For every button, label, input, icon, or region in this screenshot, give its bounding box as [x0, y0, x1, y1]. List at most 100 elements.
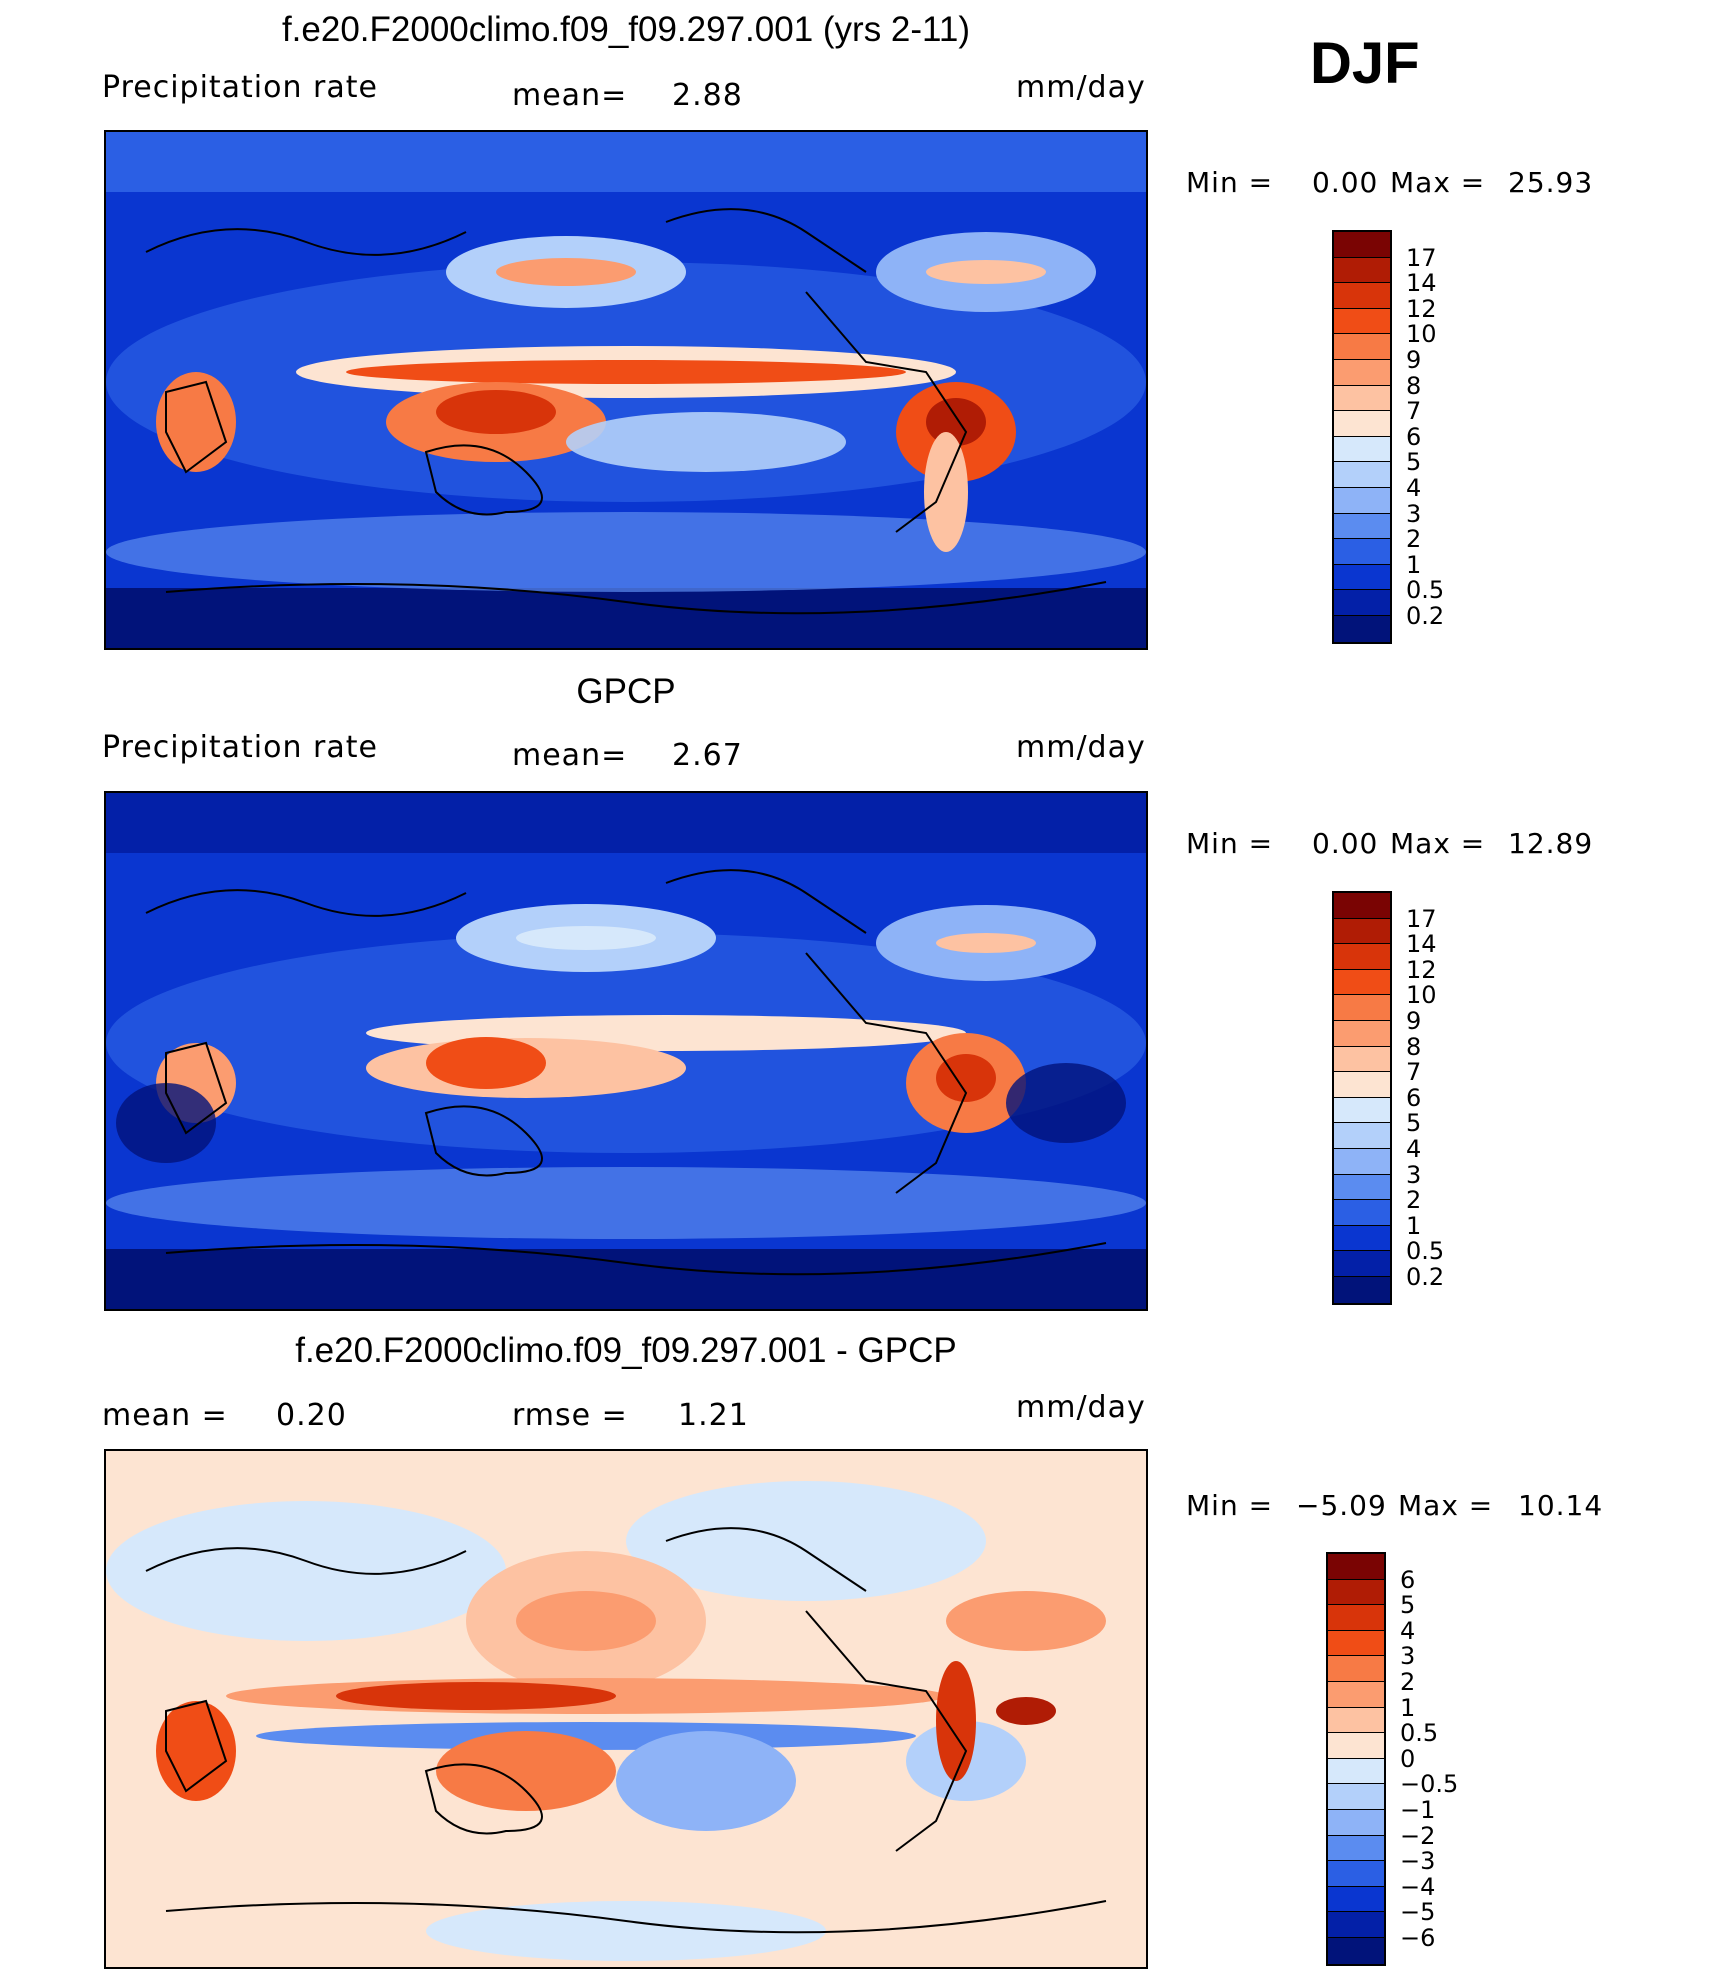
panel1-min-label: Min =	[1186, 166, 1274, 199]
colorbar-tick-label: 10	[1406, 320, 1437, 349]
colorbar-tick-label: 4	[1406, 474, 1422, 502]
panel2-min-value: 0.00	[1312, 827, 1379, 860]
panel3-title: f.e20.F2000climo.f09_f09.297.001 - GPCP	[295, 1331, 957, 1370]
colorbar-segment	[1334, 257, 1390, 284]
colorbar-segment	[1334, 1276, 1390, 1303]
panel1-max-value: 25.93	[1508, 166, 1594, 199]
colorbar-tick-label: 1	[1406, 550, 1422, 579]
colorbar-segment	[1334, 995, 1390, 1021]
panel1-max-label: Max =	[1390, 166, 1486, 199]
colorbar-tick-label: 9	[1406, 346, 1422, 374]
panel3-min-value: −5.09	[1296, 1489, 1387, 1522]
colorbar-segment	[1334, 590, 1390, 616]
colorbar-tick-label: 5	[1406, 448, 1422, 477]
panel1-min-value: 0.00	[1312, 166, 1379, 199]
colorbar-tick-label: 5	[1406, 1109, 1422, 1138]
colorbar-tick-label: 6	[1406, 1083, 1422, 1112]
panel1-variable-label: Precipitation rate	[102, 70, 378, 105]
panel2-max-label: Max =	[1390, 827, 1486, 860]
panel3-rmse-value: 1.21	[678, 1398, 749, 1433]
colorbar-segment	[1328, 1784, 1384, 1810]
colorbar-segment	[1334, 1020, 1390, 1047]
panel2-map	[104, 791, 1148, 1311]
colorbar-segment	[1328, 1656, 1384, 1682]
colorbar-segment	[1328, 1912, 1384, 1938]
colorbar-segment	[1334, 1225, 1390, 1252]
colorbar-segment	[1328, 1605, 1384, 1631]
panel2-variable-label: Precipitation rate	[102, 730, 378, 765]
colorbar-segment	[1334, 969, 1390, 996]
panel3-max-value: 10.14	[1518, 1489, 1604, 1522]
colorbar-segment	[1334, 385, 1390, 412]
colorbar-segment	[1328, 1630, 1384, 1657]
panel1-units: mm/day	[1016, 70, 1146, 105]
colorbar-tick-label: 0.2	[1406, 602, 1445, 630]
panel2-units: mm/day	[1016, 730, 1146, 765]
panel3-map	[104, 1449, 1148, 1969]
colorbar-tick-label: 17	[1406, 904, 1437, 933]
panel2-mean-value: 2.67	[672, 738, 743, 773]
colorbar-segment	[1334, 1097, 1390, 1124]
colorbar-tick-label: 2	[1406, 525, 1422, 554]
colorbar-segment	[1328, 1579, 1384, 1606]
panel3-max-label: Max =	[1398, 1489, 1494, 1522]
panel2-max-value: 12.89	[1508, 827, 1594, 860]
panel1-title: f.e20.F2000climo.f09_f09.297.001 (yrs 2-…	[281, 10, 971, 49]
panel2-title: GPCP	[576, 672, 676, 711]
panel3-map-svg	[106, 1451, 1146, 1967]
colorbar-box	[1326, 1552, 1386, 1966]
colorbar-tick-label: 6	[1400, 1565, 1416, 1594]
colorbar-tick-label: 14	[1406, 930, 1437, 959]
colorbar-segment	[1334, 918, 1390, 945]
colorbar-segment	[1328, 1809, 1384, 1836]
colorbar-box	[1332, 230, 1392, 644]
colorbar-tick-label: 3	[1406, 1160, 1422, 1189]
colorbar-box	[1332, 891, 1392, 1305]
colorbar-segment	[1334, 1046, 1390, 1073]
colorbar-tick-label: 2	[1400, 1668, 1416, 1696]
colorbar-segment	[1334, 411, 1390, 437]
panel2-map-svg	[106, 793, 1146, 1309]
panel3-mean-value: 0.20	[276, 1398, 347, 1433]
colorbar-tick-label: 0.5	[1406, 1237, 1445, 1266]
colorbar-tick-label: −5	[1400, 1898, 1436, 1927]
colorbar-segment	[1328, 1758, 1384, 1785]
colorbar-tick-label: 2	[1406, 1186, 1422, 1215]
colorbar-segment	[1328, 1835, 1384, 1862]
colorbar-tick-label: −2	[1400, 1821, 1436, 1850]
colorbar-tick-label: −4	[1400, 1872, 1436, 1901]
colorbar-segment	[1334, 359, 1390, 386]
colorbar-segment	[1334, 615, 1390, 642]
colorbar-tick-label: 1	[1400, 1693, 1416, 1722]
colorbar-tick-label: −0.5	[1400, 1770, 1459, 1799]
colorbar-tick-label: 3	[1406, 499, 1422, 528]
colorbar-segment	[1334, 1174, 1390, 1201]
colorbar-tick-label: 8	[1406, 1032, 1422, 1061]
colorbar-tick-label: 1	[1406, 1211, 1422, 1240]
panel1-map-svg	[106, 132, 1146, 648]
panel1-mean-value: 2.88	[672, 78, 743, 113]
colorbar-segment	[1334, 1200, 1390, 1226]
colorbar-segment	[1328, 1554, 1384, 1580]
colorbar-segment	[1328, 1886, 1384, 1913]
colorbar-tick-label: 4	[1400, 1616, 1416, 1645]
colorbar-segment	[1334, 487, 1390, 514]
colorbar-segment	[1328, 1707, 1384, 1734]
panel3-rmse-label: rmse =	[512, 1398, 628, 1433]
panel3-units: mm/day	[1016, 1390, 1146, 1425]
colorbar-tick-label: 9	[1406, 1007, 1422, 1035]
colorbar-segment	[1334, 232, 1390, 258]
colorbar-segment	[1328, 1861, 1384, 1887]
colorbar-tick-label: 7	[1406, 1058, 1422, 1087]
colorbar-segment	[1334, 308, 1390, 335]
colorbar-segment	[1334, 893, 1390, 919]
colorbar-tick-label: 0.5	[1406, 576, 1445, 605]
colorbar-segment	[1334, 462, 1390, 488]
panel2-min-label: Min =	[1186, 827, 1274, 860]
colorbar-segment	[1334, 1072, 1390, 1098]
colorbar-tick-label: 12	[1406, 294, 1437, 323]
colorbar-segment	[1334, 564, 1390, 591]
panel1-map	[104, 130, 1148, 650]
panel1-mean-label: mean=	[512, 78, 628, 113]
colorbar-segment	[1334, 539, 1390, 565]
